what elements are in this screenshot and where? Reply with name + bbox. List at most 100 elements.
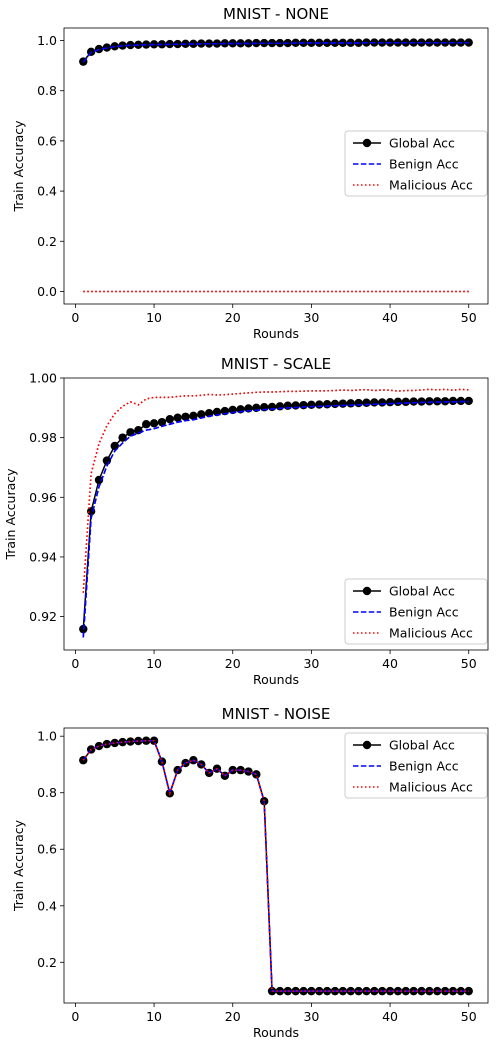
data-point (189, 411, 198, 421)
y-tick-label: 0.2 (37, 234, 57, 249)
x-tick-label: 0 (71, 1009, 79, 1024)
data-point (94, 741, 104, 751)
data-point (118, 737, 127, 747)
y-tick-label: 0.94 (29, 549, 57, 564)
data-point (267, 402, 277, 412)
axes-frame (63, 377, 489, 651)
data-point (370, 398, 379, 407)
x-tick-label: 40 (382, 310, 398, 325)
data-point (362, 398, 371, 407)
legend-marker (362, 138, 372, 148)
legend-label: Benign Acc (389, 759, 459, 774)
chart-title: MNIST - NOISE (222, 705, 331, 723)
data-point (448, 396, 458, 406)
legend-label: Benign Acc (389, 605, 459, 620)
x-axis-label: Rounds (253, 326, 299, 341)
data-point (299, 400, 308, 410)
data-point (425, 397, 434, 406)
data-point (149, 419, 159, 428)
data-point (385, 397, 395, 407)
legend: Global Acc Benign Acc Malicious Acc (344, 732, 488, 799)
y-tick-label: 0.0 (37, 284, 57, 299)
x-tick-label: 10 (146, 656, 162, 671)
data-point (338, 399, 348, 408)
legend-label: Malicious Acc (389, 780, 473, 795)
chart-3: MNIST - NOISE 0 10 20 30 40 50 0.2 0.4 0.6 0.8 1.0 R… (11, 705, 489, 1040)
legend-label: Benign Acc (389, 157, 459, 172)
x-tick-label: 20 (225, 656, 241, 671)
data-point (330, 399, 340, 409)
x-tick-label: 40 (382, 656, 398, 671)
data-point (94, 475, 104, 485)
plot-area (79, 38, 473, 293)
x-axis-label: Rounds (253, 672, 299, 687)
data-point (134, 736, 143, 746)
x-tick-label: 10 (146, 310, 162, 325)
legend-label: Malicious Acc (389, 626, 473, 641)
data-point (433, 397, 442, 406)
data-point (126, 428, 135, 437)
legend: Global Acc Benign Acc Malicious Acc (344, 578, 488, 645)
axes-frame (63, 27, 489, 305)
series-line-overlay (82, 388, 469, 593)
y-axis-label: Train Accuracy (3, 468, 18, 561)
y-tick-label: 1.00 (29, 371, 57, 386)
plot-area (79, 736, 473, 996)
data-point (322, 400, 332, 409)
data-point (102, 456, 112, 465)
data-point (307, 400, 316, 410)
data-point (134, 425, 143, 435)
y-tick-label: 0.6 (37, 842, 57, 857)
chart-title: MNIST - NONE (223, 5, 329, 23)
chart-1: MNIST - NONE 0 10 20 30 40 50 0.0 0.2 0.4 0.6 0.8 1.… (11, 5, 489, 341)
data-point (165, 414, 175, 424)
legend-label: Global Acc (389, 136, 455, 151)
legend-box (344, 732, 488, 799)
x-tick-label: 20 (225, 310, 241, 325)
data-point (157, 417, 167, 427)
x-axis-label: Rounds (253, 1025, 299, 1040)
data-point (354, 398, 363, 408)
data-point (283, 401, 292, 410)
x-tick-label: 20 (225, 1009, 241, 1024)
data-point (377, 398, 387, 407)
data-point (315, 400, 324, 409)
y-tick-label: 1.0 (37, 33, 57, 48)
data-point (173, 413, 182, 422)
data-point (126, 737, 135, 746)
x-tick-label: 50 (461, 656, 477, 671)
series-line-overlay (82, 400, 469, 638)
legend-box (344, 578, 488, 645)
data-point (393, 397, 403, 407)
data-point (275, 402, 285, 411)
legend-marker (362, 586, 372, 596)
legend-label: Global Acc (389, 584, 455, 599)
y-tick-label: 0.96 (29, 490, 57, 505)
x-tick-label: 30 (303, 310, 319, 325)
x-tick-label: 0 (71, 656, 79, 671)
data-point (346, 399, 355, 408)
y-tick-label: 0.8 (37, 83, 57, 98)
y-tick-label: 0.6 (37, 133, 57, 148)
legend-label: Global Acc (389, 738, 455, 753)
y-tick-label: 0.4 (37, 898, 57, 913)
y-tick-label: 1.0 (37, 729, 57, 744)
data-point (142, 420, 151, 429)
x-tick-label: 30 (303, 656, 319, 671)
y-tick-label: 0.4 (37, 184, 57, 199)
x-tick-label: 40 (382, 1009, 398, 1024)
data-point (110, 738, 119, 748)
x-tick-label: 10 (146, 1009, 162, 1024)
data-point (102, 739, 112, 749)
x-tick-label: 50 (461, 310, 477, 325)
y-tick-label: 0.92 (29, 609, 57, 624)
plot-area (79, 388, 473, 638)
y-tick-label: 0.2 (37, 955, 57, 970)
legend-marker (362, 740, 372, 750)
legend-label: Malicious Acc (389, 178, 473, 193)
series-line-overlay (82, 739, 469, 992)
data-point (417, 397, 426, 406)
x-tick-label: 30 (303, 1009, 319, 1024)
x-tick-label: 0 (71, 310, 79, 325)
